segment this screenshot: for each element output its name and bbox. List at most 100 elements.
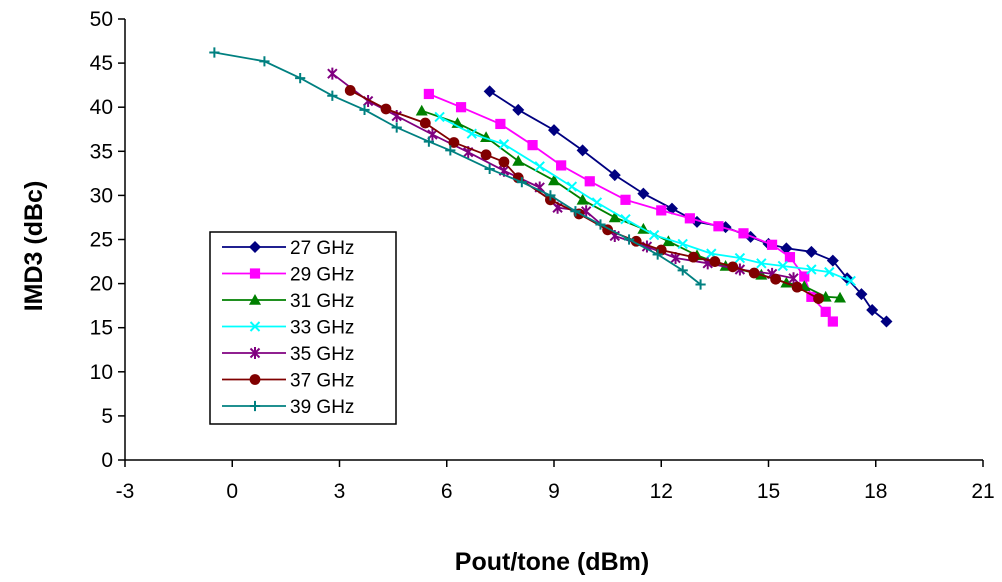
legend-marker [249, 321, 261, 332]
x-tick-label: 3 [334, 480, 346, 503]
data-point [480, 149, 492, 161]
data-point [595, 219, 606, 230]
data-point [608, 169, 621, 182]
data-point [820, 306, 831, 317]
data-point [688, 251, 699, 263]
data-point [445, 145, 456, 156]
series-33-ghz [434, 111, 856, 287]
data-point [391, 122, 402, 133]
data-point [419, 117, 431, 129]
data-point [327, 90, 338, 101]
x-tick-label: 12 [650, 480, 673, 503]
legend-marker [249, 241, 261, 253]
y-tick-label: 20 [90, 273, 113, 296]
data-point [662, 235, 675, 247]
data-point [548, 124, 560, 137]
data-point [423, 88, 434, 100]
data-point [866, 304, 879, 317]
data-point [344, 85, 356, 96]
data-point [637, 187, 650, 200]
legend-marker [249, 374, 261, 385]
legend-marker [249, 268, 261, 279]
data-point [545, 190, 556, 201]
data-point [498, 156, 510, 168]
legend-marker [249, 294, 261, 305]
x-axis-title: Pout/tone (dBm) [455, 548, 649, 576]
y-tick-label: 45 [90, 52, 113, 75]
data-point [484, 163, 495, 175]
series-35-ghz [327, 67, 799, 285]
legend-marker [249, 400, 261, 412]
series-39-ghz [209, 47, 706, 290]
data-point [855, 288, 868, 301]
data-point [620, 194, 631, 205]
data-point [806, 291, 817, 302]
legend-label: 31 GHz [290, 291, 354, 312]
y-tick-label: 30 [90, 184, 113, 207]
data-point [652, 249, 663, 260]
data-point [512, 103, 525, 116]
data-point [548, 174, 560, 186]
legend-label: 39 GHz [290, 397, 354, 418]
y-ticks: 0 5 10 15 20 25 30 35 40 45 50 [90, 8, 125, 472]
data-point [534, 161, 545, 172]
legend-item: 27 GHz [222, 238, 354, 259]
y-tick-label: 40 [90, 96, 113, 119]
legend: 27 GHz 29 GHz 31 GHz 33 GHz 35 GHz 37 GHz 39 G… [209, 231, 397, 425]
data-point [709, 256, 721, 267]
data-point [498, 139, 510, 150]
series-line [428, 93, 834, 323]
data-point [713, 221, 724, 232]
legend-marker [249, 347, 261, 359]
data-point [788, 272, 799, 285]
data-point [623, 234, 635, 245]
data-point [259, 56, 270, 67]
data-point [684, 213, 695, 224]
y-tick-label: 5 [101, 405, 113, 428]
data-point [620, 214, 631, 225]
legend-item: 31 GHz [222, 291, 354, 312]
y-tick-label: 0 [101, 449, 113, 472]
data-point [448, 137, 460, 148]
series-31-ghz [415, 104, 846, 303]
legend-item: 39 GHz [222, 397, 354, 418]
series-line [331, 72, 794, 280]
data-point [527, 140, 538, 151]
legend-label: 35 GHz [290, 344, 354, 365]
legend-item: 37 GHz [222, 371, 354, 392]
data-point [495, 118, 506, 130]
x-ticks: -3 0 3 6 9 12 15 18 21 [116, 460, 995, 503]
data-point [483, 85, 496, 98]
data-point [512, 155, 525, 166]
data-point [880, 315, 893, 328]
data-point [677, 265, 688, 276]
data-point [327, 67, 338, 80]
x-tick-label: 0 [226, 480, 238, 503]
data-point [770, 273, 782, 285]
series-line [489, 90, 888, 323]
data-point [584, 176, 595, 187]
data-point [415, 104, 428, 116]
data-point [380, 103, 392, 115]
data-point [813, 293, 824, 304]
data-point [648, 229, 660, 241]
legend-item: 35 GHz [222, 344, 354, 365]
data-point [576, 193, 589, 205]
y-tick-label: 25 [90, 229, 113, 252]
data-point [455, 102, 467, 113]
data-point [826, 254, 839, 267]
y-axis-title: IMD3 (dBc) [20, 181, 48, 312]
data-point [727, 261, 739, 273]
data-point [805, 245, 818, 258]
data-point [423, 136, 434, 147]
data-point [656, 205, 667, 216]
legend-item: 33 GHz [222, 318, 354, 339]
data-point [845, 275, 856, 287]
data-point [791, 281, 803, 293]
legend-label: 37 GHz [290, 371, 354, 392]
data-point [799, 271, 810, 282]
y-tick-label: 35 [90, 140, 113, 163]
legend-box [209, 231, 397, 425]
x-tick-label: 6 [441, 480, 453, 503]
